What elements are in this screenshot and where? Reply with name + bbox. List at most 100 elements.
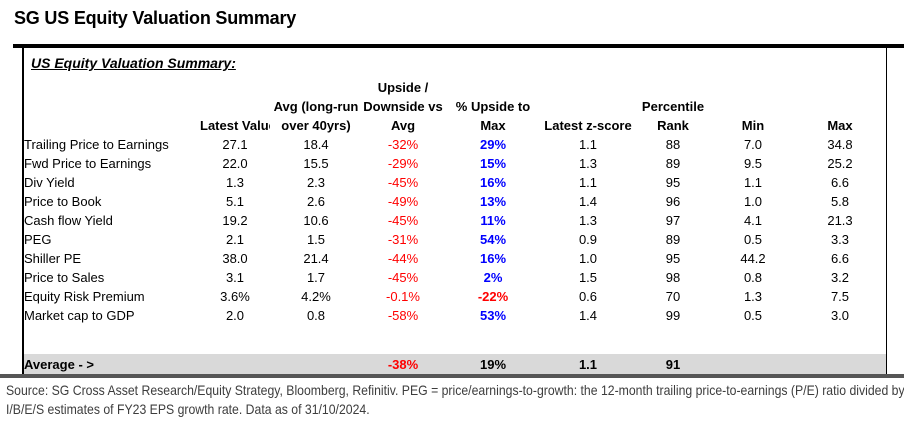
cell-avg: 10.6 [303, 213, 329, 228]
average-upside-to-max: 19% [479, 356, 507, 372]
row-label: Price to Sales [24, 270, 105, 285]
average-upside-vs-avg: -38% [387, 356, 419, 372]
cell-avg: 1.7 [306, 270, 326, 285]
cell-min: 4.1 [743, 213, 763, 228]
cell-percentile: 70 [665, 289, 681, 304]
cell-min: 44.2 [740, 251, 766, 266]
average-label: Average - > [24, 356, 94, 372]
cell-latest-value: 2.1 [225, 232, 245, 247]
cell-zscore: 1.4 [578, 194, 598, 209]
source-note: Source: SG Cross Asset Research/Equity S… [6, 382, 904, 417]
col-header-upside-to-max: % Upside to Max [455, 99, 531, 133]
cell-upside-vs-avg: -45% [387, 175, 419, 190]
row-label: Cash flow Yield [24, 213, 113, 228]
cell-upside-vs-avg: -49% [387, 194, 419, 209]
table-subtitle: US Equity Valuation Summary: [31, 55, 236, 71]
cell-max: 6.6 [830, 251, 850, 266]
cell-min: 1.0 [743, 194, 763, 209]
cell-percentile: 99 [665, 308, 681, 323]
col-header-max: Max [827, 118, 853, 133]
table-row: Shiller PE 38.0 21.4 -44% 16% 1.0 95 44.… [24, 249, 886, 268]
cell-zscore: 1.5 [578, 270, 598, 285]
row-label: Price to Book [24, 194, 102, 209]
cell-latest-value: 38.0 [222, 251, 248, 266]
average-percentile: 91 [665, 356, 681, 372]
cell-avg: 0.8 [306, 308, 326, 323]
cell-percentile: 95 [665, 251, 681, 266]
footer-rule [0, 374, 904, 378]
cell-min: 0.8 [743, 270, 763, 285]
row-label: Shiller PE [24, 251, 82, 266]
cell-max: 6.6 [830, 175, 850, 190]
table-row: Price to Sales 3.1 1.7 -45% 2% 1.5 98 0.… [24, 268, 886, 287]
cell-latest-value: 3.1 [225, 270, 245, 285]
cell-max: 3.0 [830, 308, 850, 323]
cell-max: 3.3 [830, 232, 850, 247]
cell-min: 0.5 [743, 232, 763, 247]
cell-latest-value: 5.1 [225, 194, 245, 209]
row-label: PEG [24, 232, 52, 247]
col-header-upside-vs-avg: Upside / Downside vs Avg [363, 80, 443, 133]
cell-min: 0.5 [743, 308, 763, 323]
average-zscore: 1.1 [578, 356, 598, 372]
table-row: Market cap to GDP 2.0 0.8 -58% 53% 1.4 9… [24, 306, 886, 325]
cell-min: 7.0 [743, 137, 763, 152]
cell-percentile: 89 [665, 232, 681, 247]
cell-percentile: 97 [665, 213, 681, 228]
cell-upside-to-max: 2% [483, 270, 503, 285]
table-row: Cash flow Yield 19.2 10.6 -45% 11% 1.3 9… [24, 211, 886, 230]
cell-avg: 2.3 [306, 175, 326, 190]
cell-upside-vs-avg: -32% [387, 137, 419, 152]
col-header-avg: Avg (long-run over 40yrs) [273, 99, 359, 133]
cell-zscore: 1.4 [578, 308, 598, 323]
cell-latest-value: 2.0 [225, 308, 245, 323]
table-row: Div Yield 1.3 2.3 -45% 16% 1.1 95 1.1 6.… [24, 173, 886, 192]
cell-upside-vs-avg: -29% [387, 156, 419, 171]
cell-avg: 2.6 [306, 194, 326, 209]
cell-upside-vs-avg: -58% [387, 308, 419, 323]
row-label: Market cap to GDP [24, 308, 135, 323]
cell-upside-to-max: 15% [479, 156, 507, 171]
cell-upside-to-max: 13% [479, 194, 507, 209]
cell-max: 3.2 [830, 270, 850, 285]
cell-upside-to-max: 53% [479, 308, 507, 323]
cell-max: 7.5 [830, 289, 850, 304]
cell-upside-to-max: -22% [477, 289, 509, 304]
row-label: Equity Risk Premium [24, 289, 145, 304]
cell-min: 1.3 [743, 289, 763, 304]
cell-upside-to-max: 16% [479, 175, 507, 190]
cell-upside-to-max: 29% [479, 137, 507, 152]
cell-avg: 18.4 [303, 137, 329, 152]
cell-percentile: 95 [665, 175, 681, 190]
cell-zscore: 1.1 [578, 137, 598, 152]
title-rule [13, 44, 904, 48]
col-header-percentile-rank: Percentile Rank [641, 99, 705, 133]
cell-upside-vs-avg: -0.1% [386, 289, 420, 304]
cell-upside-vs-avg: -45% [387, 270, 419, 285]
cell-upside-vs-avg: -45% [387, 213, 419, 228]
valuation-table-box: US Equity Valuation Summary: Latest Valu… [22, 48, 887, 374]
average-row: Average - > -38% 19% 1.1 91 [24, 354, 886, 374]
col-header-min: Min [741, 118, 765, 133]
table-row: PEG 2.1 1.5 -31% 54% 0.9 89 0.5 3.3 [24, 230, 886, 249]
cell-percentile: 89 [665, 156, 681, 171]
valuation-table: Latest Value Avg (long-run over 40yrs) Up… [24, 75, 886, 325]
cell-percentile: 98 [665, 270, 681, 285]
cell-latest-value: 3.6% [220, 289, 250, 304]
cell-zscore: 1.3 [578, 213, 598, 228]
cell-upside-to-max: 16% [479, 251, 507, 266]
cell-latest-value: 22.0 [222, 156, 248, 171]
cell-avg: 15.5 [303, 156, 329, 171]
cell-max: 25.2 [827, 156, 853, 171]
row-label: Fwd Price to Earnings [24, 156, 152, 171]
cell-latest-value: 27.1 [222, 137, 248, 152]
table-row: Price to Book 5.1 2.6 -49% 13% 1.4 96 1.… [24, 192, 886, 211]
table-row: Trailing Price to Earnings 27.1 18.4 -32… [24, 135, 886, 154]
cell-percentile: 96 [665, 194, 681, 209]
cell-max: 21.3 [827, 213, 853, 228]
cell-max: 5.8 [830, 194, 850, 209]
cell-latest-value: 19.2 [222, 213, 248, 228]
cell-max: 34.8 [827, 137, 853, 152]
cell-upside-vs-avg: -31% [387, 232, 419, 247]
cell-upside-to-max: 11% [480, 213, 506, 228]
